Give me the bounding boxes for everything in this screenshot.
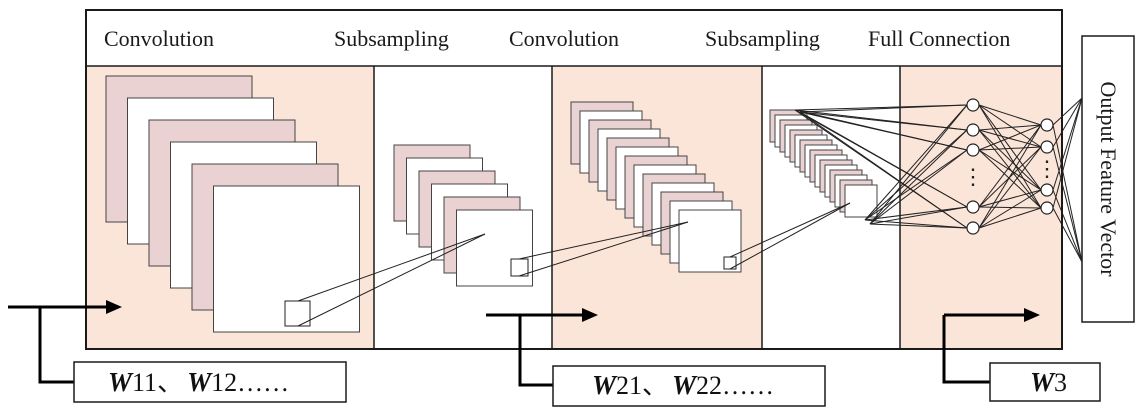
header-subsampling-1: Subsampling	[334, 26, 449, 51]
connection-line	[518, 221, 689, 277]
output-connection	[1052, 97, 1083, 191]
fc-connection	[978, 104, 1042, 148]
fc-connection	[978, 104, 1042, 126]
weight-box-1	[73, 361, 347, 403]
fc-connection	[869, 129, 968, 225]
output-connection	[1052, 97, 1083, 209]
fc-connection	[978, 189, 1042, 208]
output-connection	[1052, 207, 1083, 263]
fc-connection	[864, 206, 968, 221]
fc-connection	[978, 146, 1042, 229]
fc-connection	[799, 111, 968, 229]
connection-lines	[297, 202, 851, 327]
neuron	[1040, 201, 1054, 215]
fc-connection	[864, 129, 968, 221]
fc-connection	[978, 206, 1042, 209]
full-connection-network: ⋮ ⋮	[794, 97, 1083, 263]
weight-box-3	[989, 362, 1101, 402]
weight-box-2	[552, 365, 826, 407]
fc-connection	[978, 124, 1042, 208]
fc-connection	[864, 219, 968, 229]
output-connection	[1052, 124, 1083, 263]
neuron-ellipsis: ⋮	[1036, 156, 1058, 181]
fc-connection	[978, 129, 1042, 209]
weight-label-3: W3	[1030, 367, 1067, 397]
fc-connection	[978, 124, 1042, 131]
fc-connection	[799, 111, 968, 131]
arrowhead-3	[1024, 308, 1040, 322]
fc-connection	[869, 104, 968, 225]
output-feature-vector-box	[1081, 35, 1135, 323]
feature-maps	[105, 75, 878, 333]
neuron	[966, 143, 980, 157]
fc-connection	[978, 149, 1042, 191]
weight-group-3: W3	[942, 308, 1101, 402]
fc-connection	[978, 104, 1042, 209]
neuron	[966, 221, 980, 235]
fc-connection	[869, 149, 968, 225]
connection-line	[518, 221, 689, 260]
arrowhead-1	[106, 300, 122, 314]
neuron	[966, 98, 980, 112]
connection-line	[729, 202, 851, 270]
connection-line	[729, 202, 851, 258]
neuron	[966, 200, 980, 214]
weight-connector-2	[518, 315, 553, 387]
fc-connection	[978, 124, 1042, 151]
connection-line	[297, 233, 486, 302]
fc-connection	[799, 104, 968, 113]
fc-connection	[978, 189, 1042, 229]
neuron	[1040, 118, 1054, 132]
fc-connection	[799, 111, 968, 151]
header-subsampling-2: Subsampling	[705, 26, 820, 51]
fc-connection	[978, 207, 1042, 229]
fc-connection	[799, 111, 968, 208]
weight-connector-3	[942, 315, 990, 384]
fc-connection	[869, 223, 968, 229]
fc-connection	[978, 104, 1042, 191]
diagram-frame	[85, 9, 1063, 350]
fc-connection	[864, 104, 968, 221]
header-convolution-2: Convolution	[509, 26, 619, 51]
weight-connector-1	[38, 307, 74, 384]
output-connection	[1052, 97, 1083, 126]
fc-connection	[864, 149, 968, 221]
weight-label-2: W21、 W22……	[592, 370, 774, 400]
neuron	[1040, 183, 1054, 197]
fc-connection	[978, 146, 1042, 151]
fc-connection	[978, 149, 1042, 209]
fc-connection	[978, 129, 1042, 148]
fc-connection	[869, 206, 968, 225]
neuron	[1040, 140, 1054, 154]
connection-line	[297, 233, 486, 327]
fc-connection	[978, 124, 1042, 229]
header-convolution-1: Convolution	[104, 26, 214, 51]
weight-group-2: W21、 W22……	[486, 308, 826, 407]
header-full-connection: Full Connection	[868, 26, 1010, 51]
sub2-feature-map	[844, 184, 878, 218]
output-connection	[1052, 146, 1083, 263]
fc-connection	[978, 129, 1042, 191]
arrowhead-2	[582, 308, 598, 322]
neuron-ellipsis: ⋮	[962, 164, 984, 189]
neuron	[966, 123, 980, 137]
weight-group-1: W11、 W12……	[8, 300, 347, 403]
output-feature-vector-label: Output Feature Vector	[1096, 81, 1121, 277]
output-connection	[1052, 189, 1083, 263]
weight-label-1: W11、 W12……	[108, 367, 289, 397]
output-connection	[1052, 97, 1083, 148]
